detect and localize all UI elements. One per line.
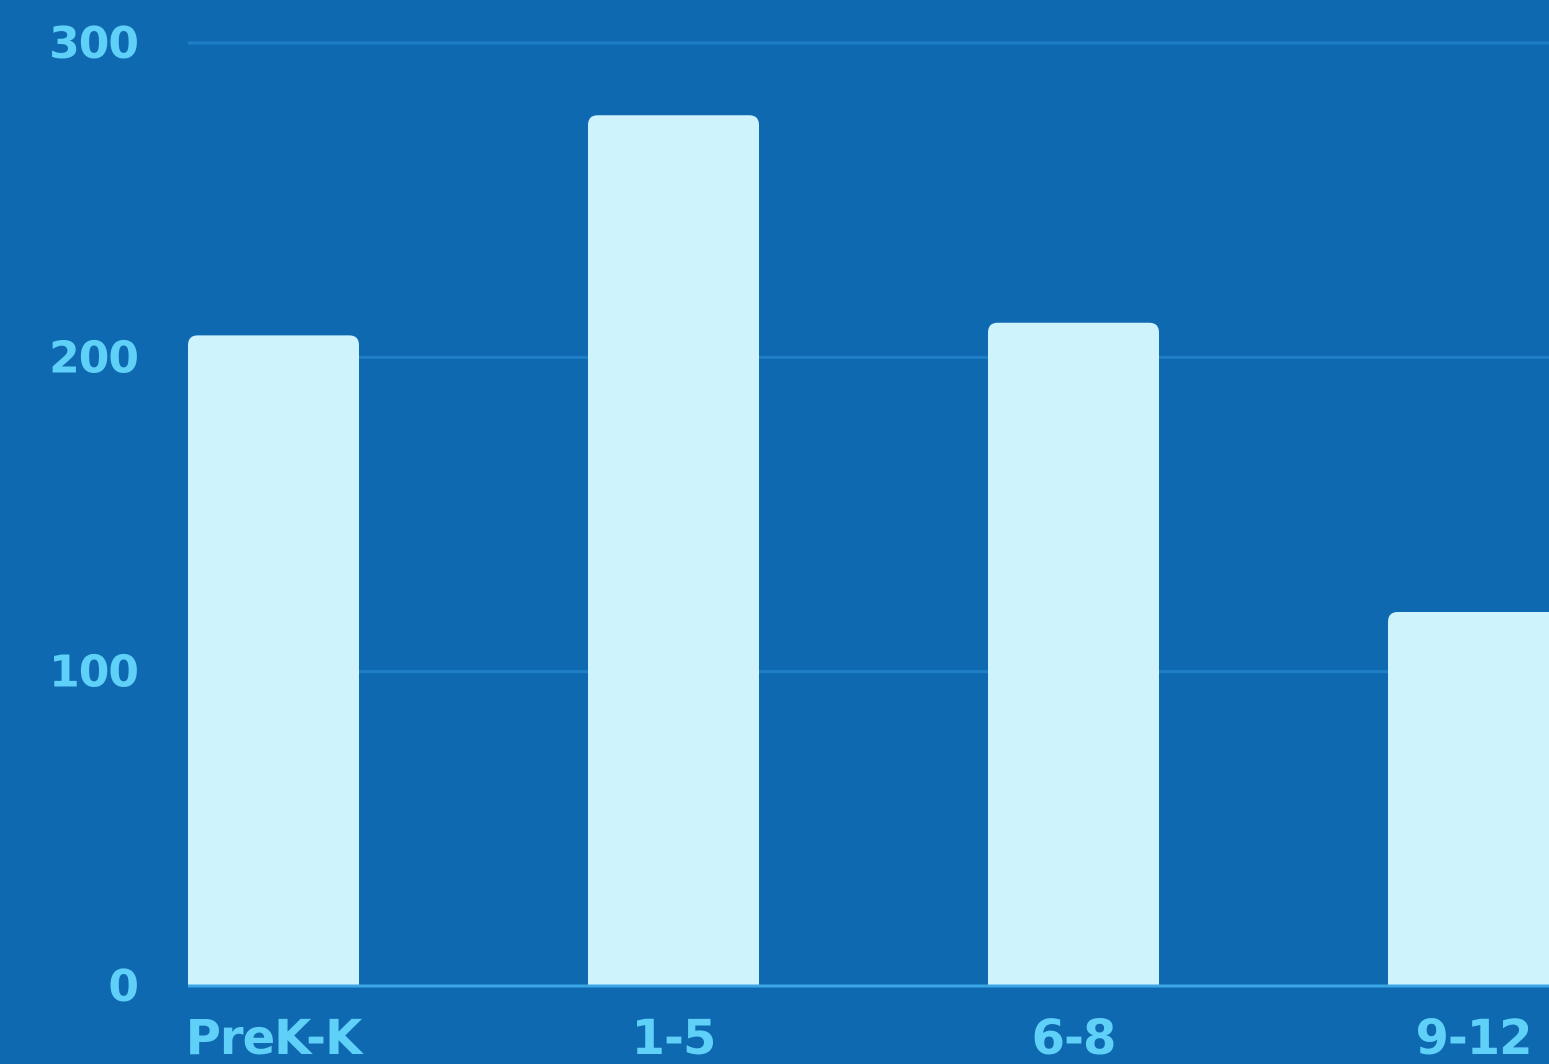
bar-6-8 [988, 322, 1159, 986]
x-category-label: PreK-K [186, 1010, 364, 1064]
bars [188, 115, 1549, 987]
y-tick-label: 200 [49, 332, 138, 383]
gridlines [188, 41, 1549, 674]
x-category-label: 6-8 [1032, 1010, 1116, 1064]
y-tick-label: 300 [49, 18, 138, 69]
x-axis-category-labels: PreK-K 1-5 6-8 9-12 [186, 1010, 1533, 1064]
x-category-label: 9-12 [1415, 1010, 1531, 1064]
x-category-label: 1-5 [632, 1010, 716, 1064]
bar-9-12 [1388, 611, 1549, 986]
y-tick-label: 0 [108, 961, 138, 1012]
bar-PreK-K [188, 335, 359, 987]
bar-1-5 [588, 115, 759, 986]
y-tick-label: 100 [49, 647, 138, 698]
y-axis-tick-labels: 0 100 200 300 [49, 18, 139, 1012]
